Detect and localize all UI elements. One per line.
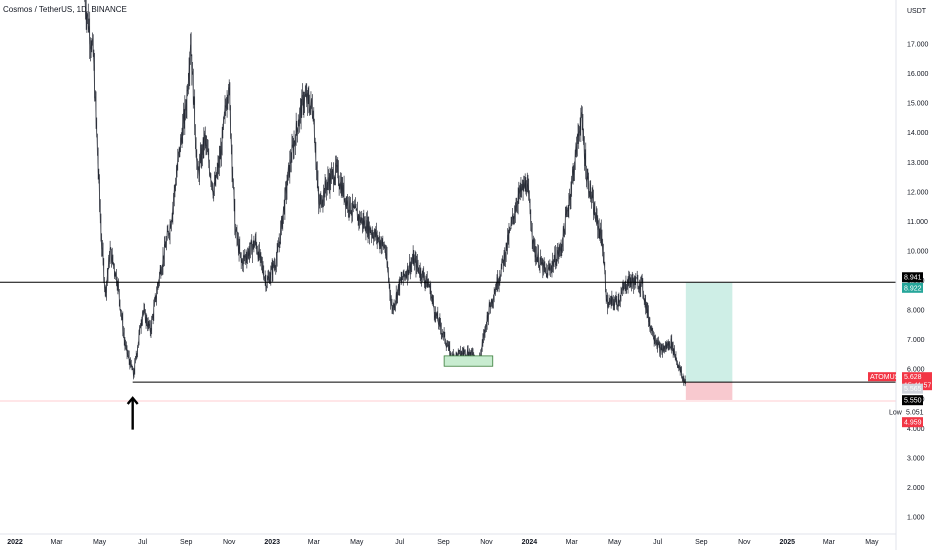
arrow-up-icon [126,396,139,405]
price-tag-low-label: Low [889,410,903,417]
chart-title: Cosmos / TetherUS, 1D, BINANCE [3,5,127,14]
price-tag-atomusdt-symbol: ATOMUSDT [870,374,909,381]
y-tick-label: 8.000 [907,308,925,315]
price-tag-8-922: 8.922 [904,285,922,292]
price-tag-5-550-bg [902,395,923,406]
y-tick-label: 15.000 [907,101,929,108]
consolidation-box[interactable] [443,355,494,367]
plot-area[interactable] [84,0,689,388]
x-tick-label: 2022 [7,539,23,546]
x-tick-label: Jul [653,539,662,546]
price-tag-4-959: 4.959 [904,420,922,427]
currency-unit-label[interactable]: USDT [907,8,927,15]
x-tick-label: Sep [695,539,708,546]
x-tick-label: May [350,539,364,546]
price-tag-4-959-bg [902,417,923,428]
x-tick-label: Jul [395,539,404,546]
y-tick-label: 10.000 [907,248,929,255]
price-tag-atomusdt-symbol-bg [868,372,896,382]
annotations-layer [0,281,896,430]
x-tick-label: May [608,539,622,546]
y-tick-label: 13.000 [907,160,929,167]
price-line [84,0,689,385]
price-tag-5-565-bg [902,383,923,394]
y-tick-label: 3.000 [907,455,925,462]
price-tag-low-value: 5.051 [906,410,924,417]
x-tick-label: Mar [51,539,64,546]
x-tick-label: Mar [823,539,836,546]
x-tick-label: 2024 [522,539,538,546]
x-tick-label: Nov [738,539,751,546]
price-tag-8-941-bg [902,272,923,283]
x-tick-label: Sep [180,539,193,546]
y-tick-label: 14.000 [907,130,929,137]
x-tick-label: Nov [480,539,493,546]
long-position-profit-zone[interactable] [685,282,733,383]
x-tick-label: Nov [223,539,236,546]
x-tick-label: Mar [566,539,579,546]
long-position-stop-zone[interactable] [685,382,733,400]
x-tick-label: Sep [437,539,450,546]
x-tick-label: 2023 [264,539,280,546]
x-tick-label: Mar [308,539,321,546]
x-tick-label: May [865,539,879,546]
y-tick-label: 16.000 [907,71,929,78]
price-tags-layer: 8.9418.922ATOMUSDT5.62815:41:575.5655.55… [868,272,932,428]
y-tick-label: 2.000 [907,485,925,492]
y-tick-label: 17.000 [907,42,929,49]
x-tick-label: Jul [138,539,147,546]
x-tick-label: 2025 [780,539,796,546]
price-tag-8-941: 8.941 [904,275,922,282]
y-tick-label: 12.000 [907,189,929,196]
y-tick-label: 11.000 [907,219,928,226]
price-tag-5-550: 5.550 [904,398,922,405]
price-tag-atomusdt-value: 5.628 [904,374,922,381]
y-tick-label: 7.000 [907,337,925,344]
y-tick-label: 6.000 [907,367,925,374]
price-tag-5-565: 5.565 [904,386,922,393]
x-tick-label: May [93,539,107,546]
y-tick-label: 4.000 [907,426,925,433]
y-tick-label: 1.000 [907,515,925,522]
price-tag-8-922-bg [902,282,923,293]
